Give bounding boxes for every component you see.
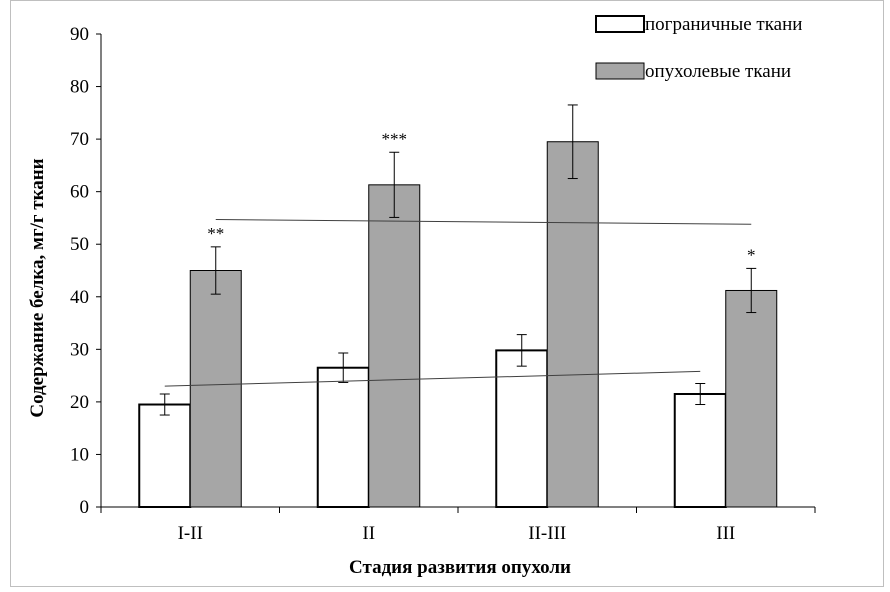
y-tick-label: 60 xyxy=(70,182,89,203)
x-tick-label: III xyxy=(716,523,735,544)
y-tick-label: 20 xyxy=(70,392,89,413)
y-tick-label: 70 xyxy=(70,129,89,150)
legend-swatch-tumor-tissue xyxy=(595,62,645,80)
x-tick-label: II xyxy=(362,523,375,544)
trendline-tumor-tissue xyxy=(215,219,752,225)
bar-tumor-tissue xyxy=(546,141,599,508)
y-tick-label: 80 xyxy=(70,77,89,98)
bar-border-tissue xyxy=(316,366,370,508)
y-tick-label: 30 xyxy=(70,339,89,360)
trend-lines xyxy=(164,219,752,387)
y-tick-label: 40 xyxy=(70,287,89,308)
y-tick-label: 90 xyxy=(70,24,89,45)
trendline-border-tissue xyxy=(164,370,701,387)
bar-tumor-tissue xyxy=(368,184,421,508)
y-tick-label: 50 xyxy=(70,234,89,255)
legend-swatch-border-tissue xyxy=(595,15,645,33)
bar-tumor-tissue xyxy=(725,289,778,508)
significance-label: * xyxy=(747,245,756,264)
bars xyxy=(138,141,778,508)
significance-labels: ****** xyxy=(207,129,755,264)
x-tick-label: II-III xyxy=(528,523,566,544)
legend-label: опухолевые ткани xyxy=(645,61,791,82)
y-axis-title: Содержание белка, мг/г ткани xyxy=(27,158,48,417)
x-tick-label: I-II xyxy=(178,523,203,544)
legend: пограничные ткани опухолевые ткани xyxy=(595,14,802,82)
bar-border-tissue xyxy=(673,393,727,508)
significance-label: *** xyxy=(382,129,408,148)
bar-border-tissue xyxy=(495,349,549,508)
x-axis-ticks: I-II II II-III III xyxy=(100,507,816,544)
y-tick-label: 10 xyxy=(70,444,89,465)
bar-border-tissue xyxy=(138,403,192,508)
significance-label: ** xyxy=(207,224,224,243)
y-tick-label: 0 xyxy=(80,497,90,518)
bar-tumor-tissue xyxy=(189,270,242,508)
x-axis-title: Стадия развития опухоли xyxy=(349,557,571,578)
error-bars xyxy=(159,104,757,416)
y-axis-ticks: 0 10 20 30 40 50 60 70 80 90 xyxy=(70,24,101,518)
legend-label: пограничные ткани xyxy=(645,14,802,35)
